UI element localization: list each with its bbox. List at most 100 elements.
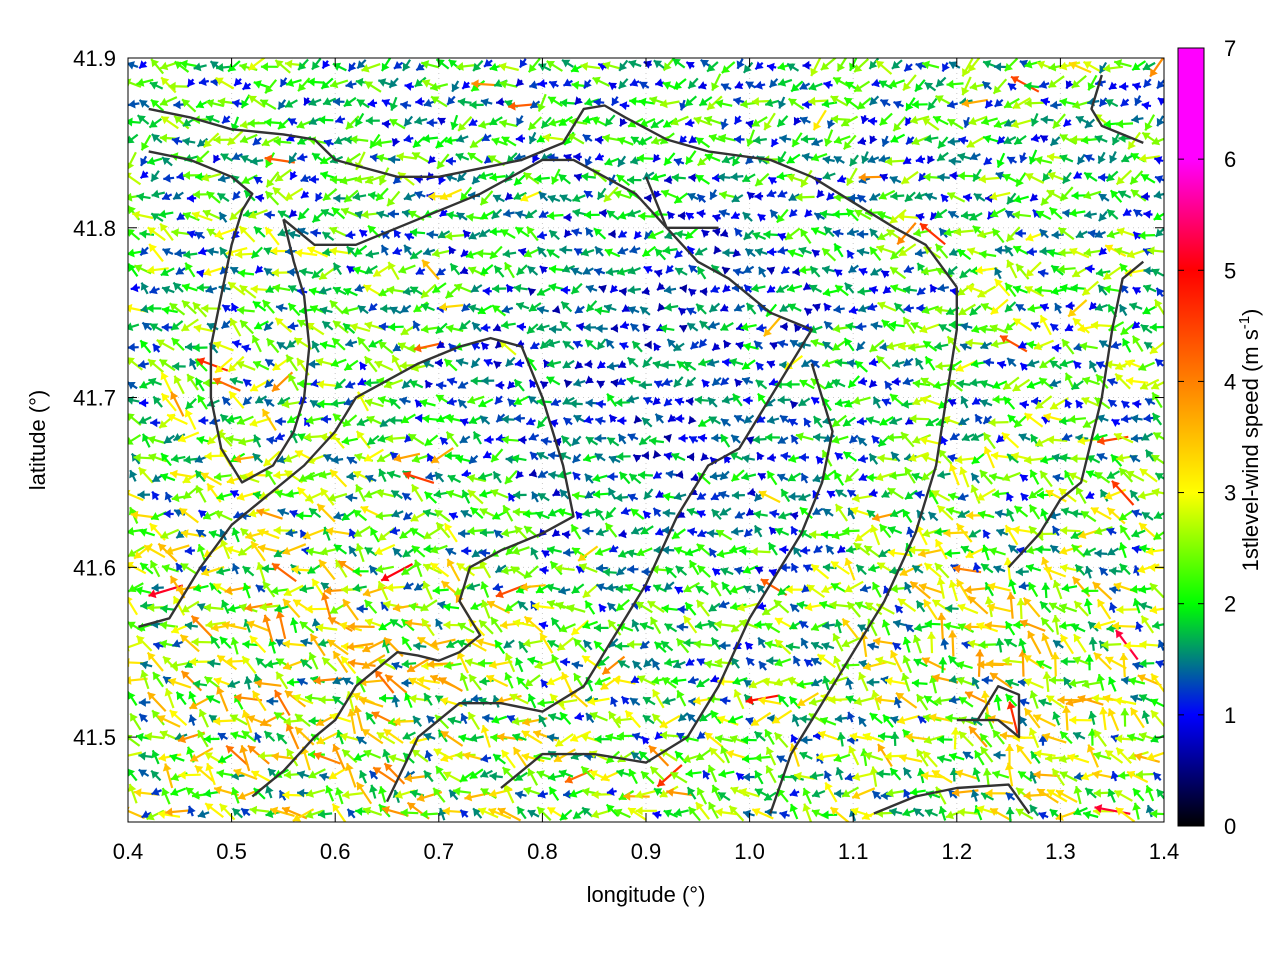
wind-arrow-head xyxy=(173,100,181,110)
wind-arrow-head xyxy=(184,621,193,631)
wind-arrow-head xyxy=(183,211,192,221)
wind-arrow xyxy=(181,283,198,292)
wind-arrow-head xyxy=(170,391,179,401)
wind-arrow xyxy=(172,281,184,293)
wind-arrow-shaft xyxy=(128,434,142,445)
wind-arrow xyxy=(175,266,186,276)
wind-arrow-head xyxy=(174,115,183,124)
wind-arrow-head xyxy=(151,189,160,199)
wind-arrow-head xyxy=(148,453,157,462)
wind-arrow xyxy=(128,61,139,70)
wind-arrow-shaft xyxy=(128,492,144,502)
wind-arrow xyxy=(146,691,167,712)
wind-arrow xyxy=(128,151,137,171)
wind-arrow xyxy=(150,418,161,428)
wind-arrow-head xyxy=(185,660,194,668)
wind-arrow-head xyxy=(181,323,190,331)
wind-arrow-head xyxy=(160,61,169,71)
wind-arrow-head xyxy=(149,285,158,295)
wind-arrow-head xyxy=(169,303,178,312)
wind-arrow xyxy=(195,484,207,503)
wind-arrow xyxy=(133,453,153,463)
wind-arrow xyxy=(194,377,205,392)
wind-arrow-head xyxy=(170,469,178,479)
wind-arrow-head xyxy=(128,229,135,237)
wind-arrow-head xyxy=(179,508,188,516)
wind-arrow-head xyxy=(148,589,157,599)
wind-arrow-head xyxy=(184,546,193,556)
wind-arrow xyxy=(196,394,208,410)
wind-arrow xyxy=(137,490,151,500)
wind-arrow xyxy=(150,98,165,112)
wind-arrow xyxy=(161,156,173,167)
wind-arrow-head xyxy=(196,435,205,445)
wind-arrow-head xyxy=(128,322,134,331)
wind-arrow xyxy=(178,770,201,780)
wind-arrow-head xyxy=(176,530,185,538)
wind-arrow-head xyxy=(162,763,172,772)
wind-arrow-head xyxy=(128,621,136,630)
wind-arrow-head xyxy=(164,688,173,697)
wind-arrow-head xyxy=(128,784,137,793)
wind-arrow xyxy=(130,510,155,520)
wind-arrow-head xyxy=(150,323,159,332)
wind-arrow-head xyxy=(185,262,193,271)
wind-arrow-head xyxy=(171,625,180,634)
wind-arrow-head xyxy=(153,396,162,405)
wind-arrow-head xyxy=(138,697,146,707)
wind-arrow xyxy=(138,751,153,761)
wind-arrow xyxy=(138,768,150,778)
wind-arrow xyxy=(160,528,180,539)
wind-arrow-head xyxy=(128,357,135,366)
wind-arrow-head xyxy=(137,115,146,124)
wind-arrow-head xyxy=(152,710,161,719)
wind-arrow xyxy=(139,660,153,670)
wind-arrow xyxy=(128,691,138,706)
wind-arrow-head xyxy=(172,361,180,371)
wind-arrow xyxy=(170,391,185,417)
wind-arrow xyxy=(161,787,171,805)
wind-arrow-head xyxy=(183,490,192,499)
wind-arrow xyxy=(139,398,149,408)
wind-arrow xyxy=(143,544,166,559)
wind-arrow-head xyxy=(159,133,168,143)
wind-arrow-head xyxy=(128,117,133,127)
wind-arrow xyxy=(138,416,152,425)
wind-arrow xyxy=(171,337,185,351)
wind-arrow xyxy=(169,575,186,599)
wind-arrow-head xyxy=(159,620,168,630)
wind-arrow-head xyxy=(186,746,195,755)
wind-arrow-head xyxy=(182,99,191,108)
wind-arrow xyxy=(165,544,190,555)
wind-arrow xyxy=(165,807,192,817)
wind-arrow-head xyxy=(146,812,155,821)
wind-arrow-head xyxy=(188,714,197,723)
wind-arrow xyxy=(187,805,196,817)
wind-arrow-head xyxy=(142,322,151,331)
wind-arrow-head xyxy=(151,750,160,759)
wind-arrow xyxy=(128,248,143,258)
wind-arrow xyxy=(194,454,207,464)
wind-arrow xyxy=(128,675,148,685)
wind-arrow-head xyxy=(157,715,166,724)
wind-arrow-shaft xyxy=(128,751,143,757)
wind-arrow xyxy=(139,246,149,257)
wind-arrow xyxy=(160,76,177,94)
wind-arrow-head xyxy=(183,455,191,465)
wind-arrow xyxy=(137,359,150,369)
wind-arrow-head xyxy=(183,250,191,259)
wind-arrow-head xyxy=(132,210,140,220)
wind-arrow xyxy=(128,262,139,277)
wind-arrow-head xyxy=(173,282,182,291)
wind-arrow xyxy=(190,615,213,637)
wind-arrow-head xyxy=(139,60,148,69)
wind-arrow xyxy=(173,375,185,395)
wind-arrow-head xyxy=(187,230,196,239)
wind-arrow xyxy=(149,322,163,332)
wind-arrow-head xyxy=(170,772,180,782)
wind-arrow-head xyxy=(128,248,135,258)
wind-arrow-head xyxy=(173,596,182,605)
wind-arrow-head xyxy=(147,435,156,445)
wind-arrow-head xyxy=(162,192,171,201)
